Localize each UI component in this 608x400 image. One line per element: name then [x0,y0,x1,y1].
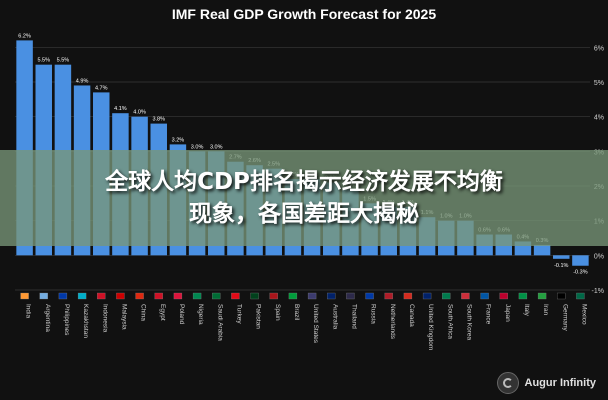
bar-value-label: 5.5% [37,58,50,64]
x-tick-label: South Korea [465,304,472,341]
x-tick-label: Netherlands [389,304,396,340]
bar-value-label: 4.0% [133,110,146,116]
x-tick-label: Philippines [63,304,70,336]
headline-banner: 全球人均CDP排名揭示经济发展不均衡 现象，各国差距大揭秘 [0,150,608,246]
x-tick-label: South Africa [446,304,453,339]
country-flag-icon [327,292,336,300]
x-tick-label: Thailand [350,304,357,329]
country-flag-icon [288,292,298,300]
bar-value-label: 5.5% [57,58,70,64]
bar-value-label: -0.1% [554,263,568,269]
x-tick-label: Egypt [159,304,166,321]
country-flag-icon [346,292,355,300]
x-tick-label: Russia [370,304,377,324]
country-flag-icon [135,292,144,300]
country-flag-icon [384,292,393,300]
x-tick-label: Japan [504,304,511,322]
country-flag-icon [97,292,106,300]
x-tick-label: Malaysia [120,304,127,330]
x-tick-label: Italy [523,304,530,317]
country-flag-icon [212,292,221,300]
country-flag-icon [403,292,413,300]
country-flag-icon [557,292,566,300]
x-tick-label: Germany [561,304,568,331]
y-tick-label: 0% [594,253,604,260]
watermark-text: Augur Infinity [524,377,597,389]
country-flag-icon [365,292,374,300]
country-flag-icon [77,292,87,300]
headline-line-1: 全球人均CDP排名揭示经济发展不均衡 [105,169,503,195]
y-tick-label: -1% [592,288,604,295]
country-flag-icon [231,292,240,300]
bar-value-label: 3.2% [172,137,185,143]
x-tick-label: Nigeria [197,304,204,325]
bar-value-label: 3.0% [210,144,223,150]
country-flag-icon [39,292,48,300]
x-tick-label: United Kingdom [427,304,434,350]
country-flag-icon [58,292,68,300]
bar-value-label: 4.1% [114,106,127,112]
x-tick-label: Mexico [580,304,587,325]
x-tick-label: Spain [274,304,281,321]
x-tick-label: Canada [408,304,415,327]
x-tick-label: Poland [178,304,185,325]
country-flag-icon [269,292,278,300]
bar-value-label: -0.3% [573,270,587,276]
x-tick-label: Saudi Arabia [216,304,223,341]
y-tick-label: 4% [594,115,604,122]
x-tick-label: Argentina [44,304,51,332]
bar [572,255,589,266]
y-tick-label: 6% [594,45,604,52]
x-tick-label: United States [312,304,319,344]
bar-value-label: 3.8% [152,117,165,123]
country-flag-icon [518,292,528,300]
country-flag-icon [250,292,259,300]
bar [533,244,551,256]
x-tick-label: Turkey [235,304,242,324]
country-flag-icon [442,292,451,300]
bar-value-label: 3.0% [191,144,204,150]
country-flag-icon [154,292,163,300]
y-tick-label: 5% [594,80,604,87]
country-flag-icon [20,292,29,300]
bar-value-label: 4.9% [76,78,89,84]
headline-line-2: 现象，各国差距大揭秘 [189,201,419,227]
country-flag-icon [192,292,202,300]
x-tick-label: China [140,304,147,321]
x-tick-label: India [25,304,32,318]
x-tick-label: Kazakhstan [82,304,89,338]
chart-title: IMF Real GDP Growth Forecast for 2025 [172,6,436,22]
x-tick-label: Iran [542,304,549,316]
watermark: Augur Infinity [496,372,597,394]
x-tick-label: France [485,304,492,325]
bar [553,255,570,259]
country-flag-icon [116,292,125,300]
bar-value-label: 4.7% [95,85,108,91]
country-flag-icon [422,292,432,300]
x-tick-label: Australia [331,304,338,330]
country-flag-icon [576,292,585,300]
country-flag-icon [173,292,183,300]
country-flag-icon [499,292,508,300]
country-flag-icon [461,292,470,300]
x-tick-label: Pakistan [255,304,262,329]
augur-logo-icon [496,372,519,394]
country-flag-icon [480,292,489,300]
country-flag-icon [537,292,547,300]
bar-value-label: 6.2% [18,33,31,39]
x-tick-label: Brazil [293,304,300,321]
country-flag-icon [307,292,317,300]
x-tick-label: Indonesia [101,304,108,333]
